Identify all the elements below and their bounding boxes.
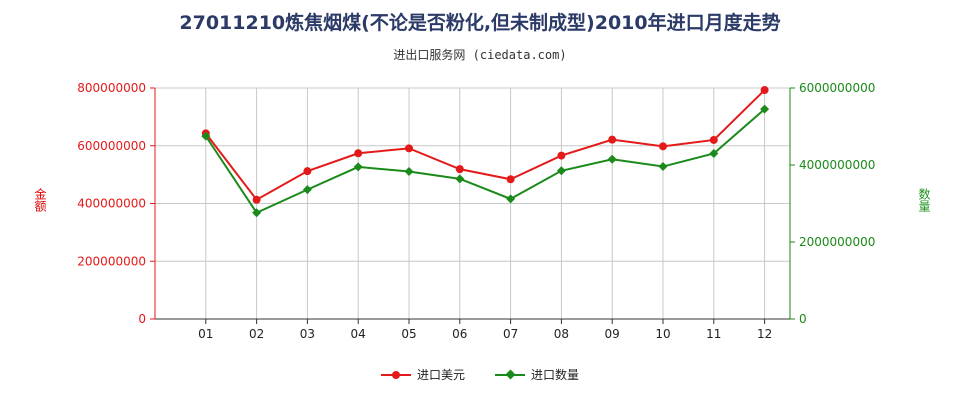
right-tick-label: 0 (799, 312, 807, 326)
series-line-quantity (204, 108, 766, 215)
left-tick-label: 0 (138, 312, 146, 326)
x-tick-label: 05 (401, 327, 416, 341)
right-tick-label: 4000000000 (799, 158, 875, 172)
data-point-value (659, 142, 667, 151)
chart-subtitle: 进出口服务网 (ciedata.com) (393, 48, 567, 62)
legend: 进口美元 进口数量 (0, 366, 960, 383)
right-axis-label: 数量 (917, 188, 931, 212)
chart-title: 27011210炼焦烟煤(不论是否粉化,但未制成型)2010年进口月度走势 (179, 12, 781, 34)
data-point-quantity (302, 185, 312, 195)
legend-item-quantity[interactable]: 进口数量 (495, 366, 579, 383)
data-point-quantity (607, 154, 617, 164)
legend-label-quantity: 进口数量 (531, 368, 580, 382)
x-tick-label: 01 (198, 327, 213, 341)
series-line-value (205, 89, 766, 202)
data-point-quantity (506, 194, 516, 204)
data-point-value (557, 151, 566, 160)
right-tick-label: 6000000000 (799, 81, 875, 95)
data-point-value (303, 167, 312, 176)
data-point-quantity (404, 167, 414, 177)
left-tick-label: 400000000 (77, 197, 146, 211)
data-point-quantity (760, 104, 770, 114)
data-point-value (455, 165, 464, 174)
x-tick-label: 02 (249, 327, 264, 341)
data-point-value (709, 135, 718, 144)
data-point-quantity (353, 162, 363, 172)
right-tick-label: 2000000000 (799, 235, 875, 249)
data-point-quantity (556, 166, 566, 176)
legend-item-value[interactable]: 进口美元 (380, 366, 465, 383)
x-tick-label: 07 (503, 327, 518, 341)
x-tick-label: 04 (351, 327, 366, 341)
x-tick-label: 09 (605, 327, 620, 341)
data-point-value (608, 135, 617, 144)
left-axis-label: 金额 (33, 188, 47, 212)
left-tick-label: 800000000 (77, 81, 146, 95)
data-point-value (354, 149, 363, 158)
left-tick-label: 600000000 (77, 139, 146, 153)
x-tick-label: 08 (554, 327, 569, 341)
x-tick-label: 11 (706, 327, 721, 341)
left-tick-label: 200000000 (77, 254, 146, 268)
legend-label-value: 进口美元 (416, 368, 465, 382)
data-point-value (506, 175, 515, 184)
x-tick-label: 06 (452, 327, 467, 341)
data-point-quantity (709, 148, 719, 158)
x-tick-label: 10 (655, 327, 670, 341)
data-point-quantity (658, 162, 668, 172)
x-tick-label: 12 (757, 327, 772, 341)
legend-swatch-value (380, 370, 411, 380)
x-tick-label: 03 (300, 327, 315, 341)
data-point-quantity (455, 174, 465, 184)
data-point-value (760, 86, 769, 95)
legend-swatch-quantity (495, 370, 525, 380)
data-point-quantity (201, 131, 211, 141)
data-point-quantity (252, 208, 262, 218)
data-point-value (252, 195, 261, 204)
data-point-value (405, 144, 413, 153)
